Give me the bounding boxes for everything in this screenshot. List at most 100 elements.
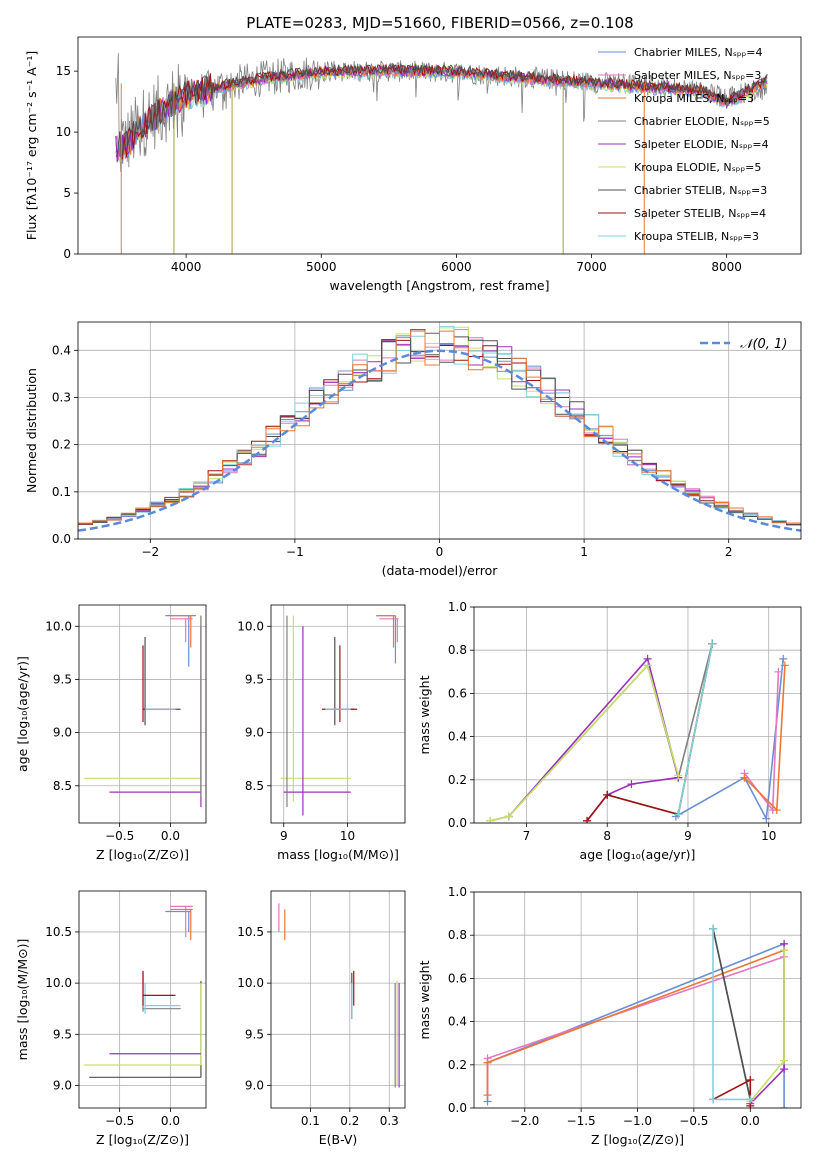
- tick-label-y: 10.5: [45, 925, 72, 939]
- legend-label-salpeter_miles: Salpeter MILES, Nₛₚₚ=3: [634, 69, 761, 82]
- tick-label-y: 9.5: [53, 1027, 72, 1041]
- spectrum-legend: Chabrier MILES, Nₛₚₚ=4 Salpeter MILES, Nₛ…: [598, 46, 770, 243]
- plot-area: [115, 53, 768, 254]
- plot-area: [280, 615, 399, 816]
- marker-kroupa_stelib: [674, 810, 683, 819]
- tick-label-y: 8.5: [245, 779, 264, 793]
- x-axis-label: Z [log₁₀(Z/Z⊙)]: [96, 847, 189, 862]
- plot-area: [78, 325, 801, 539]
- model-spectrum-chabrier_stelib: [115, 62, 768, 160]
- normal-curve: [78, 349, 801, 532]
- axes-frame: [473, 891, 802, 1109]
- tick-label-y: 10.5: [237, 925, 264, 939]
- tick-label-y: 10.0: [237, 976, 264, 990]
- axes-frame: [270, 890, 406, 1109]
- tick-label-x: −2: [141, 545, 159, 559]
- tick-label-y: 0.0: [448, 816, 467, 830]
- axes-frame: [77, 36, 802, 255]
- age-vs-mass-panel: 9 10 8.5 9.0 9.5 10.0 mass [log₁₀(M/M⊙)]: [237, 604, 406, 862]
- legend-label-kroupa_elodie: Kroupa ELODIE, Nₛₚₚ=5: [634, 161, 761, 174]
- marker-salpeter_stelib: [746, 1075, 755, 1084]
- tick-label-y: 0.2: [52, 438, 71, 452]
- axes-frame: [473, 606, 802, 824]
- histogram-kroupa_miles: [78, 330, 801, 539]
- residuals-panel: −2 −1 0 1 2 0.0 0.1 0.2 0.3 0.4 (data-model)/error…: [24, 321, 802, 578]
- tick-label-y: 9.0: [53, 726, 72, 740]
- marker-kroupa_elodie: [486, 816, 495, 823]
- x-axis-label: Z [log₁₀(Z/Z⊙)]: [591, 1132, 684, 1147]
- tick-label-y: 9.5: [53, 672, 72, 686]
- series-kroupa_elodie: [749, 950, 785, 1103]
- x-axis-label: E(B-V): [319, 1132, 358, 1147]
- legend-label-salpeter_elodie: Salpeter ELODIE, Nₛₚₚ=4: [634, 138, 769, 151]
- tick-label-y: 0.3: [52, 390, 71, 404]
- marker-kroupa_miles: [740, 773, 749, 782]
- tick-label-x: 1: [580, 545, 588, 559]
- data-spectrum: [115, 53, 768, 172]
- tick-label-x: 0.3: [380, 1114, 399, 1128]
- marker-salpeter_stelib: [603, 790, 612, 799]
- axes-frame: [270, 604, 406, 824]
- tick-label-x: 0.2: [340, 1114, 359, 1128]
- legend-label-chabrier_elodie: Chabrier ELODIE, Nₛₚₚ=5: [634, 115, 770, 128]
- y-axis-label: Flux [fλ10⁻¹⁷ erg cm⁻² s⁻¹ A⁻¹]: [24, 51, 39, 240]
- marker-chabrier_miles: [780, 1104, 789, 1108]
- tick-label-y: 0.0: [52, 532, 71, 546]
- tick-label-x: 0.0: [161, 829, 180, 843]
- tick-label-y: 0.6: [448, 971, 467, 985]
- spectrum-panel: 4000 5000 6000 7000 8000 0 5 10 15 wavelength [An…: [24, 36, 802, 293]
- tick-label-y: 10.0: [237, 619, 264, 633]
- tick-label-y: 0.8: [448, 643, 467, 657]
- tick-label-x: −0.5: [105, 829, 134, 843]
- tick-label-x: 5000: [306, 260, 337, 274]
- tick-label-y: 10.0: [45, 619, 72, 633]
- residuals-legend: 𝒩(0, 1): [700, 337, 787, 352]
- series-chabrier_stelib: [606, 643, 713, 816]
- y-axis-label: mass weight: [417, 675, 432, 754]
- axes-frame: [78, 604, 207, 824]
- tick-label-x: 8000: [711, 260, 742, 274]
- plot-area: [84, 905, 202, 1078]
- tick-label-y: 10: [56, 125, 71, 139]
- tick-label-y: 1.0: [448, 600, 467, 614]
- marker-kroupa_elodie: [643, 661, 652, 670]
- series-salpeter_miles: [743, 671, 780, 813]
- series-chabrier_miles: [486, 942, 785, 1108]
- legend-label-kroupa_stelib: Kroupa STELIB, Nₛₚₚ=3: [634, 230, 759, 243]
- marker-kroupa_stelib: [708, 639, 717, 648]
- tick-label-y: 0.8: [448, 928, 467, 942]
- tick-label-y: 9.0: [245, 1078, 264, 1092]
- tick-label-x: −1.0: [623, 1114, 652, 1128]
- x-axis-label: wavelength [Angstrom, rest frame]: [329, 278, 549, 293]
- tick-label-x: 6000: [441, 260, 472, 274]
- series-chabrier_elodie: [489, 643, 713, 822]
- tick-label-x: 0.1: [301, 1114, 320, 1128]
- marker-kroupa_miles: [772, 806, 781, 815]
- plot-area: [278, 903, 400, 1088]
- tick-label-y: 9.5: [245, 672, 264, 686]
- marker-salpeter_miles: [774, 667, 783, 676]
- marker-kroupa_miles: [483, 1058, 492, 1067]
- tick-label-y: 0.4: [448, 730, 467, 744]
- series-chabrier_miles: [675, 658, 784, 822]
- weight-vs-age-panel: 7 8 9 10 0.0 0.2 0.4 0.6 0.8 1.0 age [log₁₀(age/yr…: [417, 600, 802, 862]
- tick-label-y: 0: [63, 247, 71, 261]
- tick-label-y: 0.2: [448, 1058, 467, 1072]
- marker-kroupa_stelib: [746, 1095, 755, 1104]
- x-axis-label: mass [log₁₀(M/M⊙)]: [277, 847, 399, 862]
- tick-label-x: −0.5: [679, 1114, 708, 1128]
- tick-label-y: 0.2: [448, 773, 467, 787]
- marker-kroupa_miles: [780, 661, 789, 670]
- series-salpeter_elodie: [749, 943, 785, 1105]
- tick-label-x: 0: [436, 545, 444, 559]
- x-axis-label: age [log₁₀(age/yr)]: [580, 847, 696, 862]
- tick-label-y: 0.4: [448, 1015, 467, 1029]
- tick-label-y: 10.0: [45, 976, 72, 990]
- axes-frame: [77, 321, 802, 540]
- legend-label-chabrier_stelib: Chabrier STELIB, Nₛₚₚ=3: [634, 184, 767, 197]
- marker-kroupa_miles: [483, 1091, 492, 1100]
- tick-label-y: 0.1: [52, 485, 71, 499]
- mass-vs-metallicity-panel: −0.5 0.0 9.0 9.5 10.0 10.5 Z [log₁₀(Z/Z⊙)] mass…: [15, 890, 207, 1147]
- plot-area: [486, 639, 789, 823]
- tick-label-y: 9.0: [245, 726, 264, 740]
